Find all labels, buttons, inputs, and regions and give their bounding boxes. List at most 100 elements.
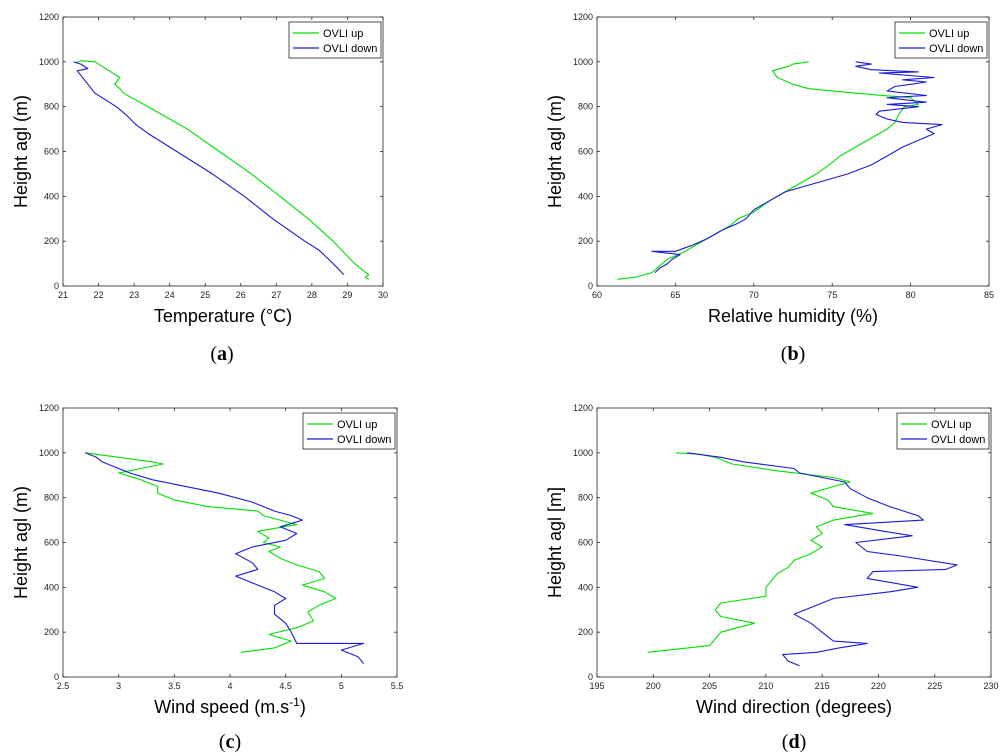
- caption-open-paren: (: [781, 343, 788, 365]
- y-axis-label: Height agl (m): [545, 95, 565, 208]
- panel-caption: (b): [781, 343, 805, 365]
- caption-letter: c: [226, 731, 235, 753]
- y-axis-label: Height agl [m]: [545, 487, 565, 598]
- x-tick-label: 195: [589, 681, 604, 691]
- caption-open-paren: (: [782, 731, 789, 753]
- x-axis-label-superscript: -1: [289, 695, 300, 709]
- y-tick-label: 600: [578, 147, 593, 157]
- x-tick-label: 220: [871, 681, 886, 691]
- x-tick-label: 230: [983, 681, 998, 691]
- caption-letter: b: [787, 343, 798, 365]
- y-tick-label: 800: [44, 102, 59, 112]
- caption-open-paren: (: [219, 731, 226, 753]
- x-tick-label: 65: [670, 290, 680, 300]
- x-axis-label: Wind direction (degrees): [696, 697, 892, 717]
- x-tick-label: 25: [200, 290, 210, 300]
- x-tick-label: 26: [236, 290, 246, 300]
- chart-panel-d: 195 200 205 210 215 220 225 230 0 200 400 600 800 100…: [545, 403, 999, 753]
- x-tick-label: 200: [646, 681, 661, 691]
- y-tick-label: 1000: [39, 448, 59, 458]
- y-tick-label: 400: [578, 191, 593, 201]
- x-tick-label: 70: [749, 290, 759, 300]
- x-axis-label-suffix: ): [300, 697, 306, 717]
- x-axis-label: Temperature (°C): [154, 306, 292, 326]
- x-tick-label: 210: [758, 681, 773, 691]
- x-tick-label: 4.5: [279, 681, 292, 691]
- y-tick-label: 1200: [573, 12, 593, 22]
- y-tick-label: 1200: [573, 403, 593, 413]
- x-tick-label: 21: [58, 290, 68, 300]
- y-tick-label: 400: [578, 582, 593, 592]
- x-tick-label: 5.5: [391, 681, 404, 691]
- legend-label-down: OVLI down: [337, 434, 391, 446]
- y-tick-label: 600: [44, 147, 59, 157]
- series-line-up: [647, 452, 874, 653]
- series-line-down: [687, 452, 958, 667]
- caption-close-paren: ): [227, 343, 234, 365]
- series-line-down: [73, 61, 345, 276]
- caption-open-paren: (: [210, 343, 217, 365]
- y-tick-label: 400: [44, 582, 59, 592]
- x-tick-label: 2.5: [57, 681, 70, 691]
- panel-caption: (c): [219, 731, 241, 753]
- panel-caption: (d): [782, 731, 806, 753]
- caption-letter: d: [788, 731, 799, 753]
- x-tick-label: 80: [906, 290, 916, 300]
- x-axis-label-text: Wind speed (m.s: [154, 697, 289, 717]
- y-tick-label: 200: [578, 627, 593, 637]
- y-tick-label: 800: [578, 493, 593, 503]
- caption-close-paren: ): [799, 343, 806, 365]
- series-line-down: [651, 61, 943, 273]
- x-tick-label: 24: [165, 290, 175, 300]
- legend-box: [896, 412, 990, 450]
- x-tick-label: 205: [702, 681, 717, 691]
- y-tick-label: 200: [44, 627, 59, 637]
- x-tick-label: 215: [815, 681, 830, 691]
- chart-panel-b: 60 65 70 75 80 85 0 200 400 600 800 1000 1200 Relativ…: [545, 12, 994, 365]
- y-tick-label: 600: [578, 538, 593, 548]
- series-line-down: [85, 452, 365, 664]
- caption-close-paren: ): [800, 731, 807, 753]
- x-tick-label: 60: [592, 290, 602, 300]
- caption-close-paren: ): [234, 731, 241, 753]
- x-tick-label: 22: [94, 290, 104, 300]
- y-tick-label: 200: [44, 236, 59, 246]
- x-tick-label: 85: [984, 290, 994, 300]
- y-tick-label: 800: [44, 493, 59, 503]
- x-axis-label-text: Relative humidity (%): [708, 306, 878, 326]
- x-axis-label-text: Temperature (°C): [154, 306, 292, 326]
- y-tick-label: 0: [588, 281, 593, 291]
- y-tick-label: 800: [578, 102, 593, 112]
- chart-panel-a: 21 22 23 24 25 26 27 28 29 30 0 200 400 600 800 1000 120…: [11, 12, 388, 365]
- x-axis-label-text: Wind direction (degrees): [696, 697, 892, 717]
- legend-label-down: OVLI down: [323, 43, 377, 55]
- x-tick-label: 3: [116, 681, 121, 691]
- x-tick-label: 29: [342, 290, 352, 300]
- x-tick-label: 4: [227, 681, 232, 691]
- y-tick-label: 1000: [573, 57, 593, 67]
- legend-label-up: OVLI up: [323, 28, 363, 40]
- y-axis-label: Height agl (m): [11, 95, 31, 208]
- x-tick-label: 23: [129, 290, 139, 300]
- series-line-up: [75, 60, 370, 280]
- y-axis-label: Height agl (m): [11, 486, 31, 599]
- series-line-up: [85, 452, 337, 653]
- x-axis-label: Relative humidity (%): [708, 306, 878, 326]
- series-line-up: [617, 61, 919, 280]
- y-tick-label: 200: [578, 236, 593, 246]
- legend-box: [302, 412, 396, 450]
- legend-label-up: OVLI up: [931, 419, 971, 431]
- legend-box: [288, 21, 382, 59]
- legend-label-up: OVLI up: [337, 419, 377, 431]
- y-tick-label: 0: [54, 281, 59, 291]
- legend-label-up: OVLI up: [929, 28, 969, 40]
- legend-label-down: OVLI down: [929, 43, 983, 55]
- y-tick-label: 1200: [39, 12, 59, 22]
- x-tick-label: 3.5: [168, 681, 181, 691]
- x-tick-label: 28: [307, 290, 317, 300]
- y-tick-label: 1000: [573, 448, 593, 458]
- x-tick-label: 27: [271, 290, 281, 300]
- y-tick-label: 1200: [39, 403, 59, 413]
- x-tick-label: 5: [339, 681, 344, 691]
